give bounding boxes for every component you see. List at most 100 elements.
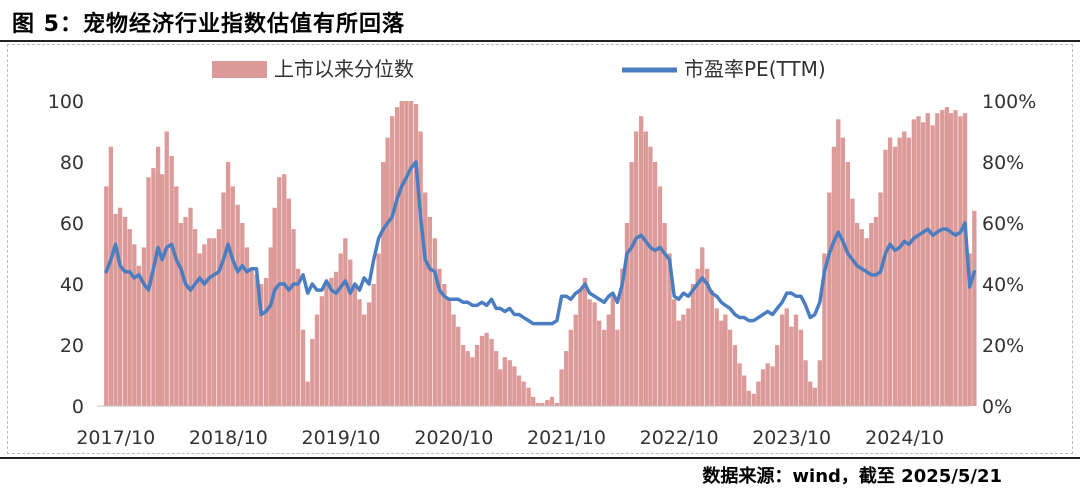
percentile-bar <box>348 259 353 406</box>
percentile-bar <box>127 229 132 406</box>
y-right-tick-label: 60% <box>982 213 1024 235</box>
percentile-bar <box>470 357 475 406</box>
percentile-bar <box>812 387 817 406</box>
percentile-bar <box>545 399 550 406</box>
percentile-bar <box>911 119 917 407</box>
legend-label-line: 市盈率PE(TTM) <box>684 57 826 81</box>
percentile-bars <box>104 101 977 407</box>
percentile-bar <box>615 329 620 406</box>
percentile-bar <box>906 137 912 406</box>
percentile-bar <box>953 110 958 407</box>
percentile-bar <box>854 223 860 406</box>
percentile-bar <box>174 186 179 406</box>
percentile-bar <box>408 101 414 406</box>
percentile-bar <box>817 360 822 406</box>
percentile-bar <box>141 247 147 406</box>
percentile-bar <box>474 345 480 406</box>
percentile-bar <box>489 338 494 406</box>
percentile-bar <box>578 290 583 406</box>
source-divider <box>0 457 1080 459</box>
percentile-bar <box>423 192 428 406</box>
chart-frame <box>7 44 1073 454</box>
percentile-bar <box>132 244 137 406</box>
percentile-bar <box>502 357 507 406</box>
percentile-bar <box>465 351 470 406</box>
legend-label-bar: 上市以来分位数 <box>274 57 414 81</box>
percentile-bar <box>333 271 339 406</box>
percentile-bar <box>568 329 573 406</box>
percentile-bar <box>652 162 658 406</box>
percentile-bar <box>597 320 602 406</box>
percentile-bar <box>667 253 672 406</box>
percentile-bar <box>211 238 217 406</box>
pe-ttm-line <box>104 160 977 326</box>
percentile-bar <box>831 146 837 406</box>
percentile-bar <box>564 351 569 406</box>
percentile-bar <box>535 402 540 406</box>
x-tick-label: 2021/10 <box>527 427 606 449</box>
percentile-bar <box>155 146 161 406</box>
percentile-bar <box>723 314 728 406</box>
percentile-bar <box>258 284 264 406</box>
percentile-bar <box>295 268 301 406</box>
percentile-bar <box>686 308 691 406</box>
x-tick-label: 2019/10 <box>302 427 381 449</box>
percentile-bar <box>592 302 597 406</box>
percentile-bar <box>967 253 972 406</box>
percentile-bar <box>737 363 742 406</box>
percentile-bar <box>672 299 677 406</box>
percentile-bar <box>286 198 292 406</box>
percentile-bar <box>803 360 808 406</box>
percentile-bar <box>413 104 419 407</box>
y-left-tick-label: 0 <box>72 396 84 418</box>
percentile-bar <box>639 116 644 406</box>
percentile-bar <box>319 296 325 406</box>
percentile-bar <box>690 284 696 406</box>
percentile-bar <box>695 268 700 406</box>
percentile-bar <box>151 168 156 406</box>
percentile-bar <box>122 216 128 406</box>
percentile-bar <box>883 149 888 407</box>
percentile-bar <box>390 116 395 406</box>
percentile-bar <box>207 238 212 406</box>
percentile-bar <box>254 274 259 406</box>
percentile-bar <box>516 375 522 406</box>
percentile-bar <box>676 320 681 406</box>
percentile-bar <box>775 345 780 406</box>
percentile-bar <box>859 229 864 406</box>
percentile-bar <box>732 345 738 406</box>
legend-swatch-bar <box>212 61 267 78</box>
percentile-bar <box>916 116 921 406</box>
percentile-bar <box>531 396 536 406</box>
chart: 上市以来分位数 市盈率PE(TTM) 0 20 40 60 80 100 0% 20% 40%… <box>48 57 1037 449</box>
percentile-bar <box>437 268 442 406</box>
percentile-bar <box>216 229 222 406</box>
percentile-bar <box>324 284 329 406</box>
percentile-bar <box>549 396 555 406</box>
percentile-bar <box>456 326 461 406</box>
percentile-bar <box>840 137 846 406</box>
percentile-bar <box>850 198 855 406</box>
percentile-bar <box>751 393 756 406</box>
y-left-tick-label: 20 <box>60 335 84 357</box>
figure-title: 图 5：宠物经济行业指数估值有所回落 <box>12 12 405 37</box>
percentile-bar <box>225 162 231 406</box>
percentile-bar <box>657 186 663 406</box>
percentile-bar <box>159 174 165 406</box>
percentile-bar <box>789 326 794 406</box>
percentile-bar <box>300 329 306 406</box>
percentile-bar <box>897 137 902 406</box>
y-right-tick-label: 80% <box>982 152 1024 174</box>
percentile-bar <box>559 369 564 406</box>
percentile-bar <box>507 360 512 406</box>
percentile-bar <box>972 210 977 406</box>
percentile-bar <box>765 363 770 406</box>
percentile-bar <box>272 207 277 406</box>
percentile-bar <box>427 216 433 406</box>
percentile-bar <box>948 113 954 406</box>
percentile-bar <box>940 110 945 407</box>
percentile-bar <box>235 204 240 406</box>
percentile-bar <box>925 113 930 406</box>
percentile-bar <box>864 238 869 406</box>
percentile-bar <box>836 119 841 407</box>
